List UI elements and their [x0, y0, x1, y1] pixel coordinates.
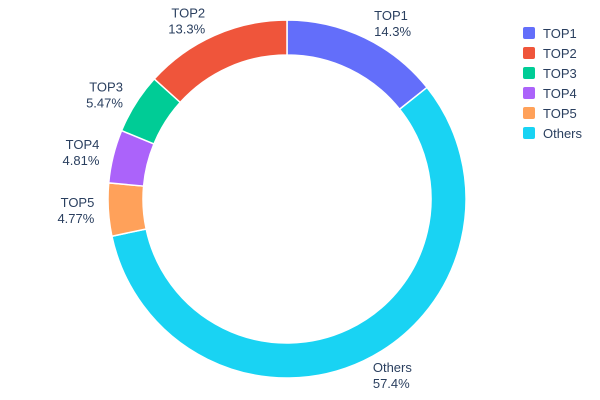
slice-pct-top2: 13.3%	[168, 21, 205, 36]
legend-item-top3[interactable]: TOP3	[523, 63, 582, 83]
legend-item-top5[interactable]: TOP5	[523, 103, 582, 123]
legend-label-top2: TOP2	[543, 45, 577, 61]
legend-label-top3: TOP3	[543, 65, 577, 81]
legend-item-top1[interactable]: TOP1	[523, 23, 582, 43]
legend-swatch-top3	[523, 67, 535, 79]
pie-slice-others[interactable]	[111, 86, 467, 379]
slice-pct-top3: 5.47%	[86, 95, 123, 110]
slice-label-top2: TOP2	[171, 5, 205, 20]
legend-swatch-top1	[523, 27, 535, 39]
slice-pct-top4: 4.81%	[63, 153, 100, 168]
pie-slice-top2[interactable]	[153, 19, 288, 104]
legend-swatch-top5	[523, 107, 535, 119]
slice-pct-others: 57.4%	[373, 376, 410, 391]
legend: TOP1 TOP2 TOP3 TOP4 TOP5 Others	[523, 23, 582, 143]
legend-label-others: Others	[543, 125, 583, 141]
legend-swatch-others	[523, 127, 535, 139]
slice-pct-top5: 4.77%	[57, 211, 94, 226]
slice-label-top1: TOP1	[374, 8, 408, 23]
legend-label-top4: TOP4	[543, 85, 577, 101]
slice-label-top3: TOP3	[89, 79, 123, 94]
legend-item-top4[interactable]: TOP4	[523, 83, 582, 103]
legend-item-top2[interactable]: TOP2	[523, 43, 582, 63]
slice-label-top4: TOP4	[66, 137, 100, 152]
slice-pct-top1: 14.3%	[374, 24, 411, 39]
legend-label-top1: TOP1	[543, 25, 577, 41]
pie-slice-top5[interactable]	[107, 182, 147, 237]
legend-label-top5: TOP5	[543, 105, 577, 121]
slice-label-top5: TOP5	[61, 195, 95, 210]
legend-item-others[interactable]: Others	[523, 123, 582, 143]
legend-swatch-top2	[523, 47, 535, 59]
legend-swatch-top4	[523, 87, 535, 99]
slice-label-others: Others	[373, 360, 413, 375]
